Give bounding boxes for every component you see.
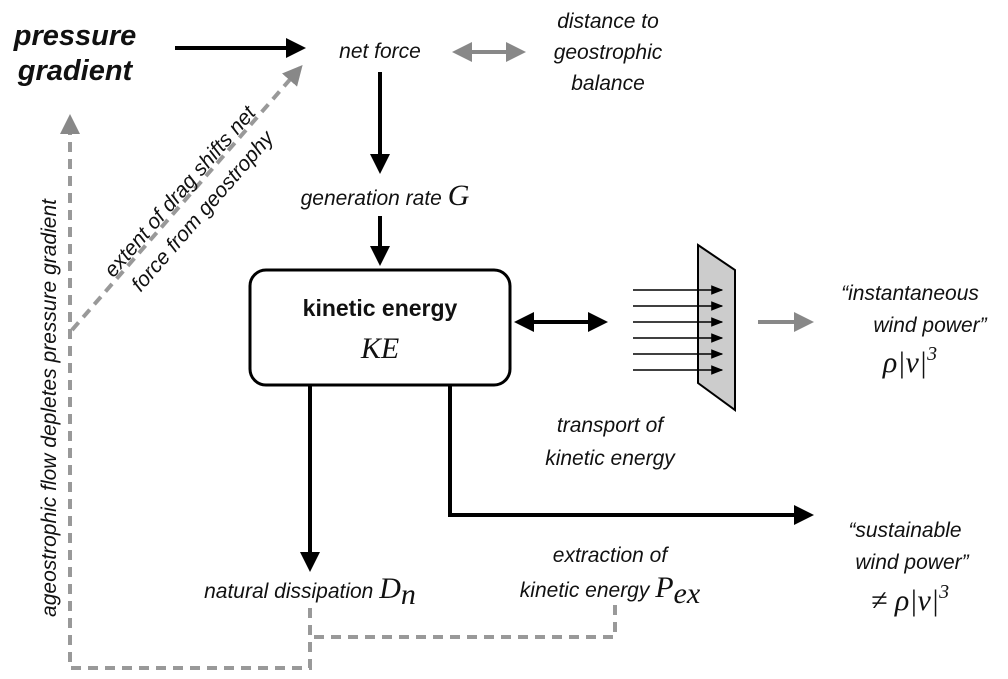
instantaneous-symbol: ρ|v|3 [882,343,937,379]
kinetic-energy-label: kinetic energy [303,295,458,321]
net-force-label: net force [339,40,421,63]
distance-label: geostrophic [554,41,663,64]
flux-arrows [633,285,724,375]
instantaneous-label: “instantaneous [841,282,979,305]
generation-label: generation rate G [301,179,470,212]
sustainable-label: “sustainable [848,519,961,542]
dissipation-text: natural dissipation [204,580,373,603]
instantaneous-label: wind power” [873,314,987,337]
transport-label: kinetic energy [545,447,676,470]
dashed-arrow [70,64,303,332]
distance-label: balance [571,72,645,95]
transport-label: transport of [557,414,665,437]
extraction-text: kinetic energy [520,579,651,602]
flux-plane [697,243,736,412]
extraction-symbol: P [654,571,673,604]
extraction-label: kinetic energy Pex [520,571,701,610]
extraction-subscript: ex [674,577,701,610]
dissipation-symbol: D [378,572,401,605]
distance-label: distance to [557,10,659,33]
symbol: ≠ ρ|v| [871,584,939,617]
arrow [448,386,814,525]
generation-text: generation rate [301,187,442,210]
kinetic-energy-box [248,268,512,387]
extraction-label: extraction of [553,544,670,567]
sustainable-label: wind power” [855,551,969,574]
source-label: gradient [17,55,134,87]
generation-symbol: G [448,179,470,212]
dissipation-subscript: n [401,578,416,611]
ageostrophic-note: ageostrophic flow depletes pressure grad… [38,198,61,617]
dashed-arrow [60,114,312,670]
exponent: 3 [926,343,937,365]
kinetic-energy-symbol: KE [360,332,399,365]
dissipation-label: natural dissipation Dn [204,572,416,611]
source-label: pressure [13,20,137,52]
dashed-line [310,605,617,639]
exponent: 3 [938,581,949,603]
sustainable-symbol: ≠ ρ|v|3 [871,581,949,617]
symbol: ρ|v| [882,346,927,379]
